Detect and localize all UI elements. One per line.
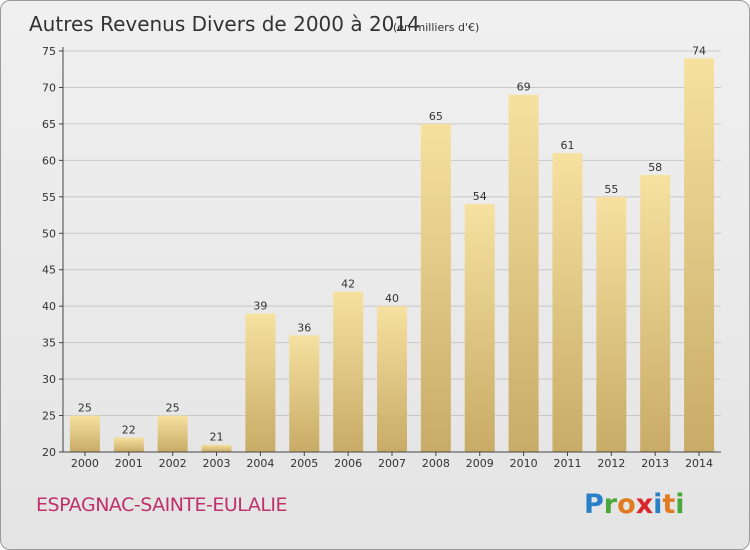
bar-2009	[464, 204, 495, 452]
bar-2003	[201, 444, 232, 452]
logo-letter: x	[635, 489, 654, 520]
x-tick-label: 2002	[159, 457, 187, 470]
data-label: 55	[604, 183, 618, 196]
x-tick-label: 2009	[466, 457, 494, 470]
proxiti-logo: Proxiti	[584, 489, 685, 520]
data-label: 39	[253, 299, 267, 312]
logo-letter: P	[584, 489, 604, 520]
x-tick-label: 2013	[641, 457, 669, 470]
data-label: 69	[517, 81, 531, 94]
y-tick-label: 25	[42, 410, 56, 423]
place-name: ESPAGNAC-SAINTE-EULALIE	[36, 494, 288, 516]
axes: 20 25 30 35 40 45 50 55 60 65 70 75 2000 2001 2002 2003…	[42, 45, 721, 470]
data-label: 25	[166, 402, 180, 415]
y-tick-label: 30	[42, 373, 56, 386]
logo-letter: o	[617, 489, 636, 520]
x-tick-label: 2003	[203, 457, 231, 470]
y-tick-label: 45	[42, 264, 56, 277]
bar-2013	[640, 174, 671, 453]
bar-2012	[596, 196, 627, 452]
data-label: 25	[78, 402, 92, 415]
data-label: 22	[122, 423, 136, 436]
y-tick-label: 70	[42, 81, 56, 94]
data-label: 58	[648, 161, 662, 174]
data-label: 36	[297, 321, 311, 334]
y-tick-label: 35	[42, 337, 56, 350]
y-tick-label: 55	[42, 191, 56, 204]
data-label: 61	[560, 139, 574, 152]
bar-2005	[289, 335, 320, 452]
x-tick-label: 2010	[510, 457, 538, 470]
x-tick-label: 2006	[334, 457, 362, 470]
x-tick-label: 2001	[115, 457, 143, 470]
logo-letter: i	[675, 489, 685, 520]
x-tick-label: 2000	[71, 457, 99, 470]
bar-2010	[508, 94, 539, 452]
x-tick-label: 2008	[422, 457, 450, 470]
y-tick-label: 50	[42, 227, 56, 240]
bar-2002	[157, 415, 188, 452]
bar-2004	[245, 313, 276, 452]
data-label: 40	[385, 292, 399, 305]
x-tick-label: 2011	[553, 457, 581, 470]
chart-title: Autres Revenus Divers de 2000 à 2014	[29, 12, 420, 36]
y-tick-label: 20	[42, 446, 56, 459]
bar-2007	[377, 306, 407, 452]
y-tick-label: 60	[42, 154, 56, 167]
data-label: 74	[692, 44, 706, 57]
x-tick-label: 2005	[290, 457, 318, 470]
logo-letter: r	[603, 489, 618, 520]
x-tick-label: 2007	[378, 457, 406, 470]
x-tick-label: 2004	[246, 457, 274, 470]
data-label: 54	[473, 190, 487, 203]
data-label: 65	[429, 110, 443, 123]
bar-2008	[420, 123, 451, 452]
x-tick-label: 2014	[685, 457, 713, 470]
bars: 25 22 25 21 39 36 42 40 65 54 69 61 55 58 74	[69, 44, 715, 453]
bar-2006	[333, 291, 364, 452]
bar-2014	[684, 58, 715, 453]
y-tick-label: 65	[42, 118, 56, 131]
logo-letter: t	[662, 489, 676, 520]
data-label: 21	[210, 431, 224, 444]
bar-2001	[113, 437, 144, 452]
bar-2000	[69, 415, 100, 452]
bar-2011	[552, 153, 583, 452]
data-label: 42	[341, 278, 355, 291]
y-tick-label: 40	[42, 300, 56, 313]
chart-subtitle: (en milliers d'€)	[393, 21, 479, 34]
logo-letter: i	[653, 489, 663, 520]
x-tick-label: 2012	[597, 457, 625, 470]
y-tick-label: 75	[42, 45, 56, 58]
